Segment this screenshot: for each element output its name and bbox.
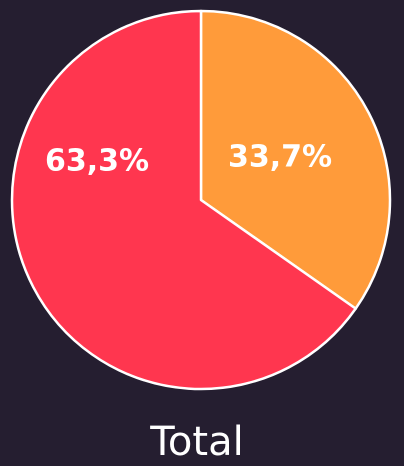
slice-label-0: 33,7%	[228, 140, 332, 175]
labels-layer: 33,7% 63,3%	[45, 140, 332, 179]
pie-plot: 33,7% 63,3%	[10, 9, 392, 391]
pie-slice-1	[10, 9, 357, 391]
chart-title: Total	[150, 419, 244, 465]
slices-layer	[10, 9, 392, 391]
pie-slice-0	[199, 9, 392, 310]
slice-label-1: 63,3%	[45, 144, 149, 179]
